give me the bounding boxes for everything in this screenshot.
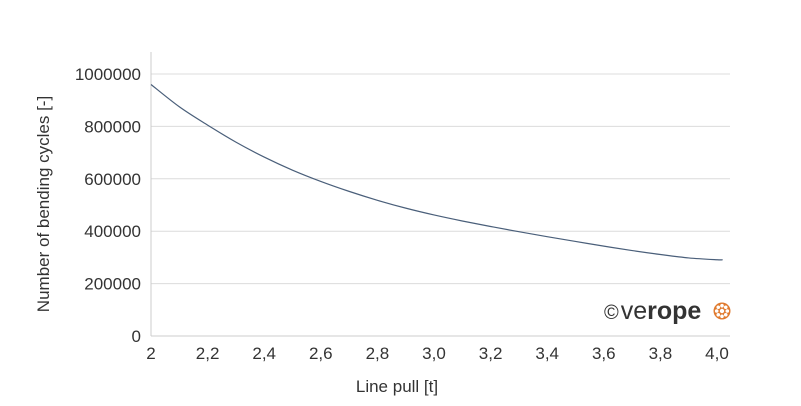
brand-bold: rope — [647, 297, 701, 325]
y-tick-label: 800000 — [84, 117, 141, 136]
copyright-symbol: © — [604, 302, 619, 324]
logo-strand — [716, 312, 721, 317]
rope-cross-section-icon — [713, 302, 731, 320]
x-tick-label: 2,6 — [309, 344, 333, 363]
logo-strand — [720, 314, 724, 319]
logo-strand — [725, 309, 730, 313]
axes — [150, 52, 730, 337]
gridlines — [151, 73, 730, 285]
x-axis-title: Line pull [t] — [356, 377, 438, 396]
x-tick-label: 2,2 — [196, 344, 220, 363]
x-tick-label: 2,4 — [252, 344, 276, 363]
logo-strand — [720, 303, 724, 308]
logo-core — [719, 308, 725, 314]
x-tick-label: 2 — [146, 344, 155, 363]
svg-text:©verope: ©verope — [604, 297, 701, 325]
x-tick-label: 3,2 — [479, 344, 503, 363]
x-tick-label: 4,0 — [705, 344, 729, 363]
x-tick-label: 3,6 — [592, 344, 616, 363]
x-tick-labels: 2 2,2 2,4 2,6 2,8 3,0 3,2 3,4 3,6 3,8 4,0 — [146, 344, 729, 363]
logo-strand — [723, 312, 728, 317]
logo-strand — [723, 305, 728, 310]
y-axis-title: Number of bending cycles [-] — [34, 96, 53, 312]
x-tick-label: 2,8 — [366, 344, 390, 363]
series-layer — [150, 84, 723, 261]
logo-strand — [714, 309, 719, 313]
series-line — [150, 84, 723, 261]
verope-watermark: ©verope — [604, 297, 731, 325]
y-tick-label: 200000 — [84, 275, 141, 294]
y-tick-label: 400000 — [84, 222, 141, 241]
y-tick-label: 0 — [132, 327, 141, 346]
x-tick-label: 3,4 — [535, 344, 559, 363]
x-tick-label: 3,0 — [422, 344, 446, 363]
x-tick-label: 3,8 — [649, 344, 673, 363]
y-tick-label: 600000 — [84, 170, 141, 189]
y-tick-labels: 0 200000 400000 600000 800000 1000000 — [75, 65, 141, 346]
logo-strand — [716, 305, 721, 310]
brand-light: ve — [621, 297, 647, 325]
y-tick-label: 1000000 — [75, 65, 141, 84]
